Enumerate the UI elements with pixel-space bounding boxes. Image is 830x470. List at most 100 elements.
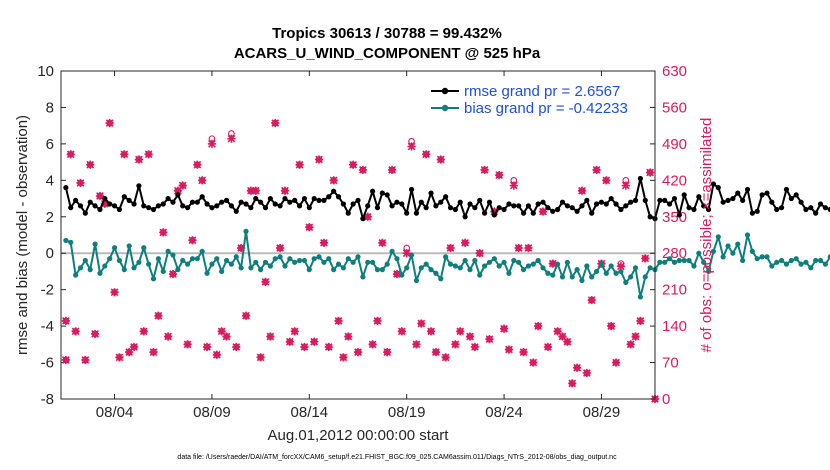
- obs-assimilated-marker: [168, 269, 178, 279]
- bias-point: [623, 279, 629, 285]
- obs-assimilated-marker: [646, 168, 655, 177]
- bias-point: [238, 265, 244, 271]
- bias-point: [228, 261, 235, 267]
- bias-point: [111, 245, 118, 251]
- bias-point: [696, 250, 702, 256]
- rmse-point: [744, 186, 751, 193]
- y-left-tick-label: 8: [46, 99, 54, 116]
- rmse-point: [160, 201, 166, 207]
- rmse-point: [102, 195, 108, 202]
- bias-point: [418, 265, 424, 271]
- rmse-point: [370, 188, 376, 194]
- rmse-point: [759, 192, 765, 198]
- obs-assimilated-marker: [271, 118, 280, 128]
- rmse-point: [389, 203, 395, 209]
- rmse-point: [623, 203, 629, 209]
- y-right-tick-label: 560: [662, 99, 687, 116]
- bias-point: [160, 268, 166, 275]
- obs-assimilated-marker: [392, 269, 402, 279]
- bias-point: [550, 272, 556, 278]
- rmse-point: [477, 197, 483, 203]
- rmse-point: [360, 216, 366, 222]
- bias-point: [788, 257, 794, 264]
- obs-assimilated-marker: [305, 223, 314, 232]
- rmse-point: [126, 197, 132, 203]
- bias-point: [136, 259, 142, 265]
- obs-assimilated-marker: [349, 160, 358, 169]
- rmse-point: [589, 210, 595, 216]
- obs-assimilated-marker: [261, 277, 270, 286]
- obs-assimilated-marker: [509, 181, 518, 190]
- obs-assimilated-marker: [285, 337, 294, 346]
- obs-assimilated-marker: [227, 134, 236, 143]
- obs-assimilated-marker: [105, 118, 114, 128]
- rmse-point: [146, 205, 152, 211]
- obs-assimilated-marker: [417, 319, 426, 328]
- bias-point: [194, 256, 200, 262]
- y-left-tick-label: 2: [46, 209, 54, 226]
- obs-assimilated-marker: [383, 348, 392, 357]
- rmse-point: [662, 197, 668, 203]
- rmse-point: [486, 199, 493, 205]
- bias-point: [399, 272, 405, 278]
- obs-assimilated-marker: [465, 332, 475, 341]
- rmse-point: [550, 208, 556, 214]
- rmse-point: [584, 197, 590, 203]
- rmse-point: [340, 201, 346, 207]
- bias-point: [311, 256, 317, 262]
- bias-point: [77, 265, 84, 271]
- obs-assimilated-marker: [266, 332, 275, 341]
- rmse-point: [248, 205, 254, 211]
- obs-assimilated-marker: [621, 181, 630, 190]
- bias-point: [92, 241, 98, 247]
- rmse-point: [637, 175, 643, 182]
- obs-count-markers: [61, 118, 660, 404]
- rmse-point: [491, 212, 497, 218]
- rmse-point: [199, 194, 205, 200]
- obs-assimilated-marker: [514, 243, 523, 253]
- x-tick-label: 08/09: [193, 404, 231, 421]
- obs-assimilated-marker: [353, 348, 363, 357]
- rmse-point: [170, 199, 176, 205]
- obs-assimilated-marker: [529, 358, 538, 367]
- bias-point: [335, 261, 342, 267]
- rmse-point: [749, 210, 755, 216]
- bias-point: [735, 241, 741, 247]
- rmse-point: [68, 205, 74, 211]
- obs-assimilated-marker: [251, 186, 260, 195]
- obs-assimilated-marker: [607, 322, 616, 331]
- rmse-point: [671, 195, 678, 202]
- bias-point: [175, 267, 181, 273]
- obs-assimilated-marker: [616, 262, 626, 271]
- rmse-point: [628, 199, 634, 205]
- obs-assimilated-marker: [387, 165, 397, 175]
- bias-point: [574, 267, 580, 273]
- bias-point: [433, 270, 439, 276]
- obs-assimilated-marker: [324, 342, 333, 352]
- rmse-point: [817, 201, 824, 207]
- rmse-point: [783, 186, 790, 193]
- rmse-point: [399, 201, 405, 207]
- bias-point: [63, 237, 69, 244]
- bias-point: [389, 248, 395, 254]
- obs-assimilated-marker: [534, 322, 543, 331]
- rmse-point: [165, 195, 171, 202]
- obs-assimilated-marker: [470, 342, 479, 352]
- rmse-point: [438, 199, 444, 205]
- bias-point: [301, 257, 308, 264]
- rmse-point: [462, 214, 468, 220]
- obs-assimilated-marker: [431, 348, 441, 357]
- bias-point: [370, 259, 376, 265]
- obs-assimilated-marker: [397, 327, 406, 336]
- rmse-point: [798, 199, 804, 205]
- rmse-point: [740, 197, 746, 203]
- obs-assimilated-marker: [548, 259, 557, 268]
- rmse-point: [258, 199, 264, 205]
- obs-assimilated-marker: [86, 160, 95, 169]
- rmse-point: [769, 199, 775, 205]
- rmse-point: [452, 206, 458, 213]
- bias-point: [248, 265, 254, 271]
- rmse-point: [374, 205, 381, 211]
- bias-point: [267, 263, 273, 269]
- bias-point: [808, 265, 814, 271]
